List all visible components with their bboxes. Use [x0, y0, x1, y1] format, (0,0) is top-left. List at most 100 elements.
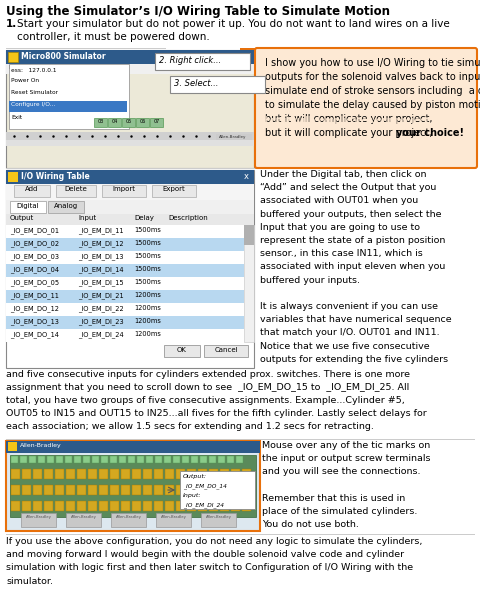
Text: 1500ms: 1500ms: [134, 253, 160, 259]
Text: 1500ms: 1500ms: [134, 227, 160, 233]
Bar: [110, 485, 119, 495]
Bar: [77, 469, 86, 479]
Text: and five consecutive inputs for cylinders extended prox. switches. There is one : and five consecutive inputs for cylinder…: [6, 370, 409, 379]
Bar: [6, 132, 253, 140]
Bar: [66, 485, 75, 495]
Bar: [230, 469, 240, 479]
Text: total, you have two groups of five consecutive assignments. Example...Cylinder #: total, you have two groups of five conse…: [6, 396, 404, 405]
Bar: [6, 170, 253, 368]
Bar: [88, 485, 97, 495]
Bar: [164, 456, 171, 463]
Text: Cancel: Cancel: [214, 347, 237, 353]
Bar: [132, 485, 141, 495]
Text: _IO_EM_DI_24: _IO_EM_DI_24: [182, 502, 224, 508]
Text: _IO_EM_DO_03: _IO_EM_DO_03: [10, 253, 59, 260]
Bar: [56, 185, 96, 197]
Text: buffered your outputs, then select the: buffered your outputs, then select the: [260, 209, 441, 218]
Text: _IO_EM_DI_23: _IO_EM_DI_23: [78, 318, 123, 325]
Bar: [6, 170, 253, 184]
Text: Using the Simulator’s I/O Wiring Table to Simulate Motion: Using the Simulator’s I/O Wiring Table t…: [6, 5, 389, 18]
Bar: [9, 101, 127, 112]
Text: 2. Right click...: 2. Right click...: [159, 56, 221, 65]
Bar: [110, 469, 119, 479]
Text: 1200ms: 1200ms: [134, 331, 160, 337]
Bar: [230, 485, 240, 495]
Bar: [55, 501, 64, 511]
Bar: [6, 48, 166, 49]
Text: 1200ms: 1200ms: [134, 318, 160, 324]
Text: OUT05 to IN15 and OUT15 to IN25...all fives for the fifth cylinder. Lastly selec: OUT05 to IN15 and OUT15 to IN25...all fi…: [6, 409, 426, 418]
Bar: [132, 501, 141, 511]
Text: variables that have numerical sequence: variables that have numerical sequence: [260, 315, 451, 324]
Bar: [165, 501, 174, 511]
Text: Analog: Analog: [54, 203, 78, 209]
Bar: [10, 455, 255, 517]
Text: the input or output screw terminals: the input or output screw terminals: [262, 454, 430, 463]
Bar: [128, 456, 135, 463]
Bar: [83, 456, 90, 463]
Text: Device   Options   Help: Device Options Help: [9, 65, 72, 70]
Text: Output: Output: [10, 215, 34, 221]
Text: _IO_EM_DI_12: _IO_EM_DI_12: [78, 240, 123, 247]
Bar: [88, 469, 97, 479]
Bar: [22, 469, 31, 479]
Text: Description: Description: [168, 215, 207, 221]
Bar: [29, 456, 36, 463]
Text: 06: 06: [139, 119, 145, 124]
Bar: [9, 64, 129, 129]
Bar: [155, 456, 162, 463]
Bar: [44, 501, 53, 511]
Bar: [55, 469, 64, 479]
Bar: [241, 469, 251, 479]
Bar: [143, 469, 152, 479]
Text: Allen-Bradley: Allen-Bradley: [205, 515, 231, 519]
Text: Input:: Input:: [182, 493, 201, 498]
Text: simulation with logic first and then later switch to Configuration of I/O Wiring: simulation with logic first and then lat…: [6, 563, 412, 572]
Text: Delay: Delay: [134, 215, 154, 221]
Bar: [204, 345, 248, 357]
Bar: [176, 469, 185, 479]
Text: but it will complicate your project,: but it will complicate your project,: [264, 128, 435, 138]
Bar: [101, 456, 108, 463]
Bar: [187, 485, 195, 495]
Bar: [219, 469, 228, 479]
Text: Allen-Bradley: Allen-Bradley: [116, 515, 142, 519]
Bar: [6, 251, 243, 264]
Bar: [8, 172, 18, 182]
Bar: [6, 50, 253, 168]
Text: represent the state of a piston position: represent the state of a piston position: [260, 236, 444, 245]
Bar: [20, 456, 27, 463]
Bar: [122, 118, 135, 127]
Text: 1200ms: 1200ms: [134, 305, 160, 311]
Bar: [154, 501, 163, 511]
Text: Allen-Bradley: Allen-Bradley: [218, 135, 246, 139]
Bar: [132, 469, 141, 479]
Text: Power On: Power On: [11, 78, 39, 83]
Bar: [92, 456, 99, 463]
Text: _IO_EM_DI_11: _IO_EM_DI_11: [78, 227, 123, 234]
Bar: [209, 485, 217, 495]
Text: and you will see the connections.: and you will see the connections.: [262, 467, 420, 476]
Bar: [6, 184, 253, 200]
Bar: [173, 456, 180, 463]
Bar: [187, 469, 195, 479]
Text: 04: 04: [111, 119, 118, 124]
Text: Configure I/O...: Configure I/O...: [11, 102, 55, 107]
Bar: [156, 513, 191, 527]
Text: each association; we allow 1.5 secs for extending and 1.2 secs for retracting.: each association; we allow 1.5 secs for …: [6, 422, 373, 431]
Text: sensor., in this case IN11, which is: sensor., in this case IN11, which is: [260, 249, 422, 258]
Bar: [198, 501, 206, 511]
Bar: [48, 201, 84, 213]
Text: Digital: Digital: [17, 203, 39, 209]
Text: Exit: Exit: [11, 115, 22, 120]
Bar: [6, 303, 243, 316]
Bar: [44, 469, 53, 479]
Bar: [6, 290, 243, 303]
Text: Output:: Output:: [182, 474, 206, 479]
Bar: [66, 501, 75, 511]
Bar: [243, 225, 253, 245]
Text: _IO_EM_DO_12: _IO_EM_DO_12: [10, 305, 59, 312]
Text: 1500ms: 1500ms: [134, 266, 160, 272]
Text: simulator.: simulator.: [6, 577, 53, 586]
Bar: [6, 238, 243, 251]
